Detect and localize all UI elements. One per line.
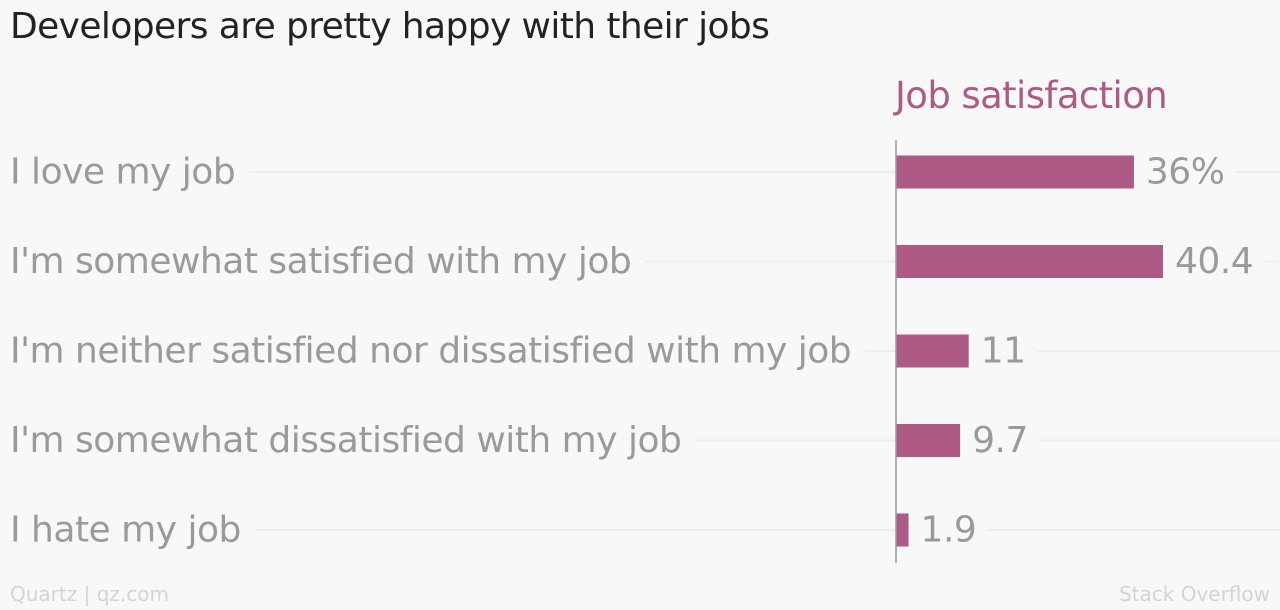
bar — [896, 245, 1163, 278]
source-credit-right: Stack Overflow — [1118, 582, 1270, 606]
bar — [896, 513, 909, 547]
bar — [896, 334, 969, 368]
bar — [896, 155, 1134, 189]
category-labels: I love my job I'm somewhat satisfied with… — [10, 152, 852, 551]
category-label: I hate my job — [10, 510, 241, 551]
chart-title: Developers are pretty happy with their j… — [10, 6, 770, 47]
category-label: I love my job — [10, 152, 235, 193]
category-label: I'm somewhat satisfied with my job — [10, 241, 631, 282]
bar — [896, 424, 961, 457]
value-labels: 36% 40.4 11 9.7 1.9 — [921, 152, 1254, 551]
category-label: I'm somewhat dissatisfied with my job — [10, 420, 681, 461]
value-label: 9.7 — [972, 420, 1028, 461]
value-label: 1.9 — [921, 510, 977, 551]
bars — [896, 155, 1163, 547]
value-label: 40.4 — [1175, 241, 1253, 282]
series-title: Job satisfaction — [895, 74, 1168, 117]
source-credit-left: Quartz | qz.com — [10, 582, 169, 606]
category-label: I'm neither satisfied nor dissatisfied w… — [10, 331, 851, 372]
value-label: 11 — [981, 331, 1026, 372]
value-label: 36% — [1146, 152, 1225, 193]
gridlines — [249, 171, 1280, 531]
